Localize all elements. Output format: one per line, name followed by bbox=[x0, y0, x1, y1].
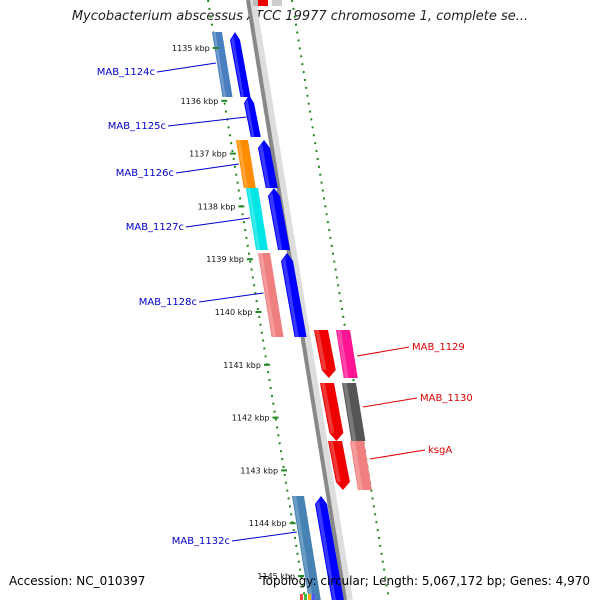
right-gene-1-segment-0[interactable] bbox=[320, 383, 344, 441]
left-gene-0-segment-1[interactable] bbox=[230, 32, 251, 97]
tick-label: 1139 kbp bbox=[206, 255, 244, 264]
gene-label-mab_1124c[interactable]: MAB_1124c bbox=[97, 67, 155, 78]
tick-label: 1141 kbp bbox=[223, 361, 261, 370]
feature-highlight bbox=[259, 144, 270, 188]
tick-label: 1136 kbp bbox=[181, 97, 219, 106]
gene-labels: MAB_1124c MAB_1125c MAB_1126c MAB_1127c MAB_… bbox=[97, 62, 473, 547]
right-gene-0-segment-0[interactable] bbox=[314, 330, 336, 378]
feature-highlight bbox=[237, 140, 248, 188]
tick-label: 1138 kbp bbox=[198, 202, 236, 211]
right-gene-2-segment-1[interactable] bbox=[350, 441, 372, 490]
label-connector bbox=[167, 116, 247, 127]
map-title: Mycobacterium abscessus ATCC 19977 chrom… bbox=[71, 9, 529, 24]
feature-highlight bbox=[259, 253, 276, 337]
label-connector bbox=[198, 292, 264, 303]
left-gene-2-segment-1[interactable] bbox=[258, 140, 278, 188]
gene-label-mab_1127c[interactable]: MAB_1127c bbox=[126, 222, 184, 233]
feature-highlight bbox=[315, 330, 327, 370]
accession-text: Accession: NC_010397 bbox=[9, 574, 146, 588]
left-gene-2-segment-0[interactable] bbox=[236, 140, 256, 188]
feature-highlight bbox=[282, 257, 299, 337]
label-connector bbox=[185, 217, 250, 228]
gene-label-mab_1126c[interactable]: MAB_1126c bbox=[116, 168, 174, 179]
top-edge-feature-1 bbox=[258, 0, 268, 6]
tick-label: 1145 kbp bbox=[257, 572, 295, 581]
right-gene-2-segment-0[interactable] bbox=[328, 441, 350, 490]
left-gene-4-segment-1[interactable] bbox=[281, 253, 307, 337]
feature-highlight bbox=[329, 441, 341, 482]
left-gene-3-segment-1[interactable] bbox=[268, 188, 291, 250]
bottom-edge-feature-1 bbox=[304, 594, 307, 600]
gene-label-ksga[interactable]: ksgA bbox=[428, 445, 452, 456]
feature-highlight bbox=[351, 441, 363, 490]
tick-label: 1144 kbp bbox=[249, 519, 287, 528]
gene-label-mab_1132c[interactable]: MAB_1132c bbox=[172, 536, 230, 547]
gene-label-mab_1129[interactable]: MAB_1129 bbox=[412, 342, 465, 353]
dotted-guide-1 bbox=[291, 0, 390, 600]
feature-highlight bbox=[293, 496, 314, 600]
bottom-edge-feature-0 bbox=[300, 594, 303, 600]
left-gene-5-segment-1[interactable] bbox=[315, 496, 344, 600]
feature-highlight bbox=[247, 188, 261, 250]
left-gene-5-segment-0[interactable] bbox=[292, 496, 321, 600]
right-gene-1-segment-1[interactable] bbox=[342, 383, 366, 441]
feature-highlight bbox=[245, 99, 255, 137]
top-edge-feature-2 bbox=[272, 0, 282, 6]
tick-label: 1137 kbp bbox=[189, 150, 227, 159]
feature-highlight bbox=[343, 383, 357, 441]
feature-highlight bbox=[321, 383, 335, 433]
bottom-edge-feature-3 bbox=[312, 594, 315, 600]
gene-label-mab_1125c[interactable]: MAB_1125c bbox=[108, 121, 166, 132]
label-connector bbox=[156, 62, 217, 73]
feature-highlight bbox=[316, 500, 337, 600]
position-ticks: 1135 kbp 1136 kbp 1137 kbp 1138 kbp 1139 kbp… bbox=[172, 44, 305, 581]
label-connector bbox=[175, 163, 239, 174]
tick-label: 1140 kbp bbox=[215, 308, 253, 317]
label-connector bbox=[357, 346, 410, 357]
bottom-edge-feature-2 bbox=[308, 594, 311, 600]
feature-highlight bbox=[269, 192, 283, 250]
label-connector bbox=[369, 449, 426, 460]
feature-highlight bbox=[337, 330, 349, 378]
label-connector bbox=[231, 531, 297, 542]
left-gene-4-segment-0[interactable] bbox=[258, 253, 284, 337]
gene-features bbox=[212, 0, 372, 600]
feature-highlight bbox=[231, 36, 245, 97]
right-gene-0-segment-1[interactable] bbox=[336, 330, 358, 378]
gene-label-mab_1128c[interactable]: MAB_1128c bbox=[139, 297, 197, 308]
gene-label-mab_1130[interactable]: MAB_1130 bbox=[420, 393, 473, 404]
left-gene-3-segment-0[interactable] bbox=[246, 188, 269, 250]
tick-label: 1143 kbp bbox=[240, 466, 278, 475]
left-gene-1-segment-0[interactable] bbox=[244, 95, 261, 137]
label-connector bbox=[362, 397, 418, 408]
backbone-shadow bbox=[248, 0, 353, 600]
tick-label: 1135 kbp bbox=[172, 44, 210, 53]
tick-label: 1142 kbp bbox=[232, 414, 270, 423]
genome-summary-text: Topology: circular; Length: 5,067,172 bp… bbox=[260, 574, 590, 588]
